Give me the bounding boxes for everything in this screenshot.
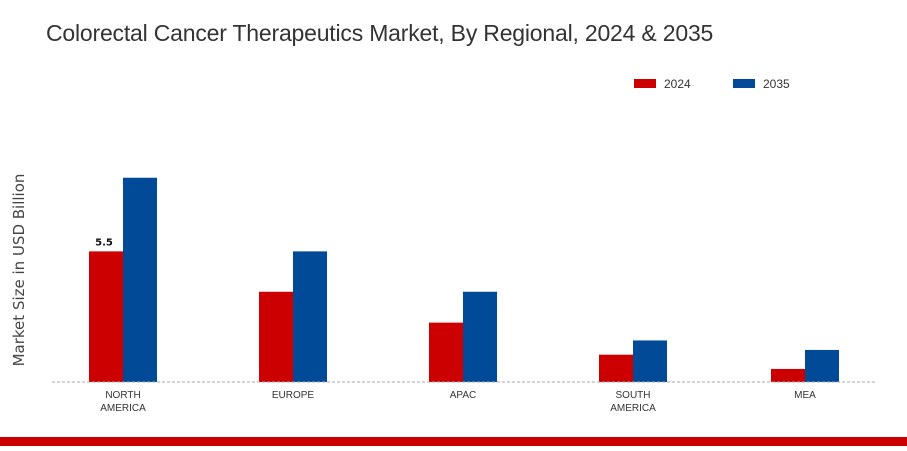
x-tick-labels: NORTH AMERICA EUROPE APAC SOUTH AMERICA MEA xyxy=(100,390,816,414)
footer-band xyxy=(0,437,907,446)
data-labels: 5.5 xyxy=(95,237,113,248)
legend-swatch-2035 xyxy=(733,79,755,88)
x-tick-label-1: EUROPE xyxy=(272,390,315,401)
bar-2035-4 xyxy=(805,349,839,382)
legend-label-2035: 2035 xyxy=(763,77,790,91)
x-tick-label-4: MEA xyxy=(794,390,816,401)
bars xyxy=(89,177,839,382)
legend: 2024 2035 xyxy=(634,77,790,91)
bar-2024-0 xyxy=(89,251,123,382)
y-axis-label: Market Size in USD Billion xyxy=(10,174,28,367)
legend-swatch-2024 xyxy=(634,79,656,88)
x-tick-label-3: SOUTH AMERICA xyxy=(610,390,656,414)
legend-label-2024: 2024 xyxy=(664,77,691,91)
data-label-0: 5.5 xyxy=(95,237,113,248)
bar-2024-3 xyxy=(599,354,633,382)
bar-2035-1 xyxy=(293,251,327,382)
bar-2035-0 xyxy=(123,177,157,382)
x-tick-label-2: APAC xyxy=(450,390,477,401)
bar-2035-2 xyxy=(463,291,497,382)
bar-2024-4 xyxy=(771,368,805,382)
x-tick-label-0: NORTH AMERICA xyxy=(100,390,146,414)
bar-2024-1 xyxy=(259,291,293,382)
chart-title: Colorectal Cancer Therapeutics Market, B… xyxy=(46,20,714,46)
bar-2035-3 xyxy=(633,340,667,382)
bar-2024-2 xyxy=(429,322,463,382)
